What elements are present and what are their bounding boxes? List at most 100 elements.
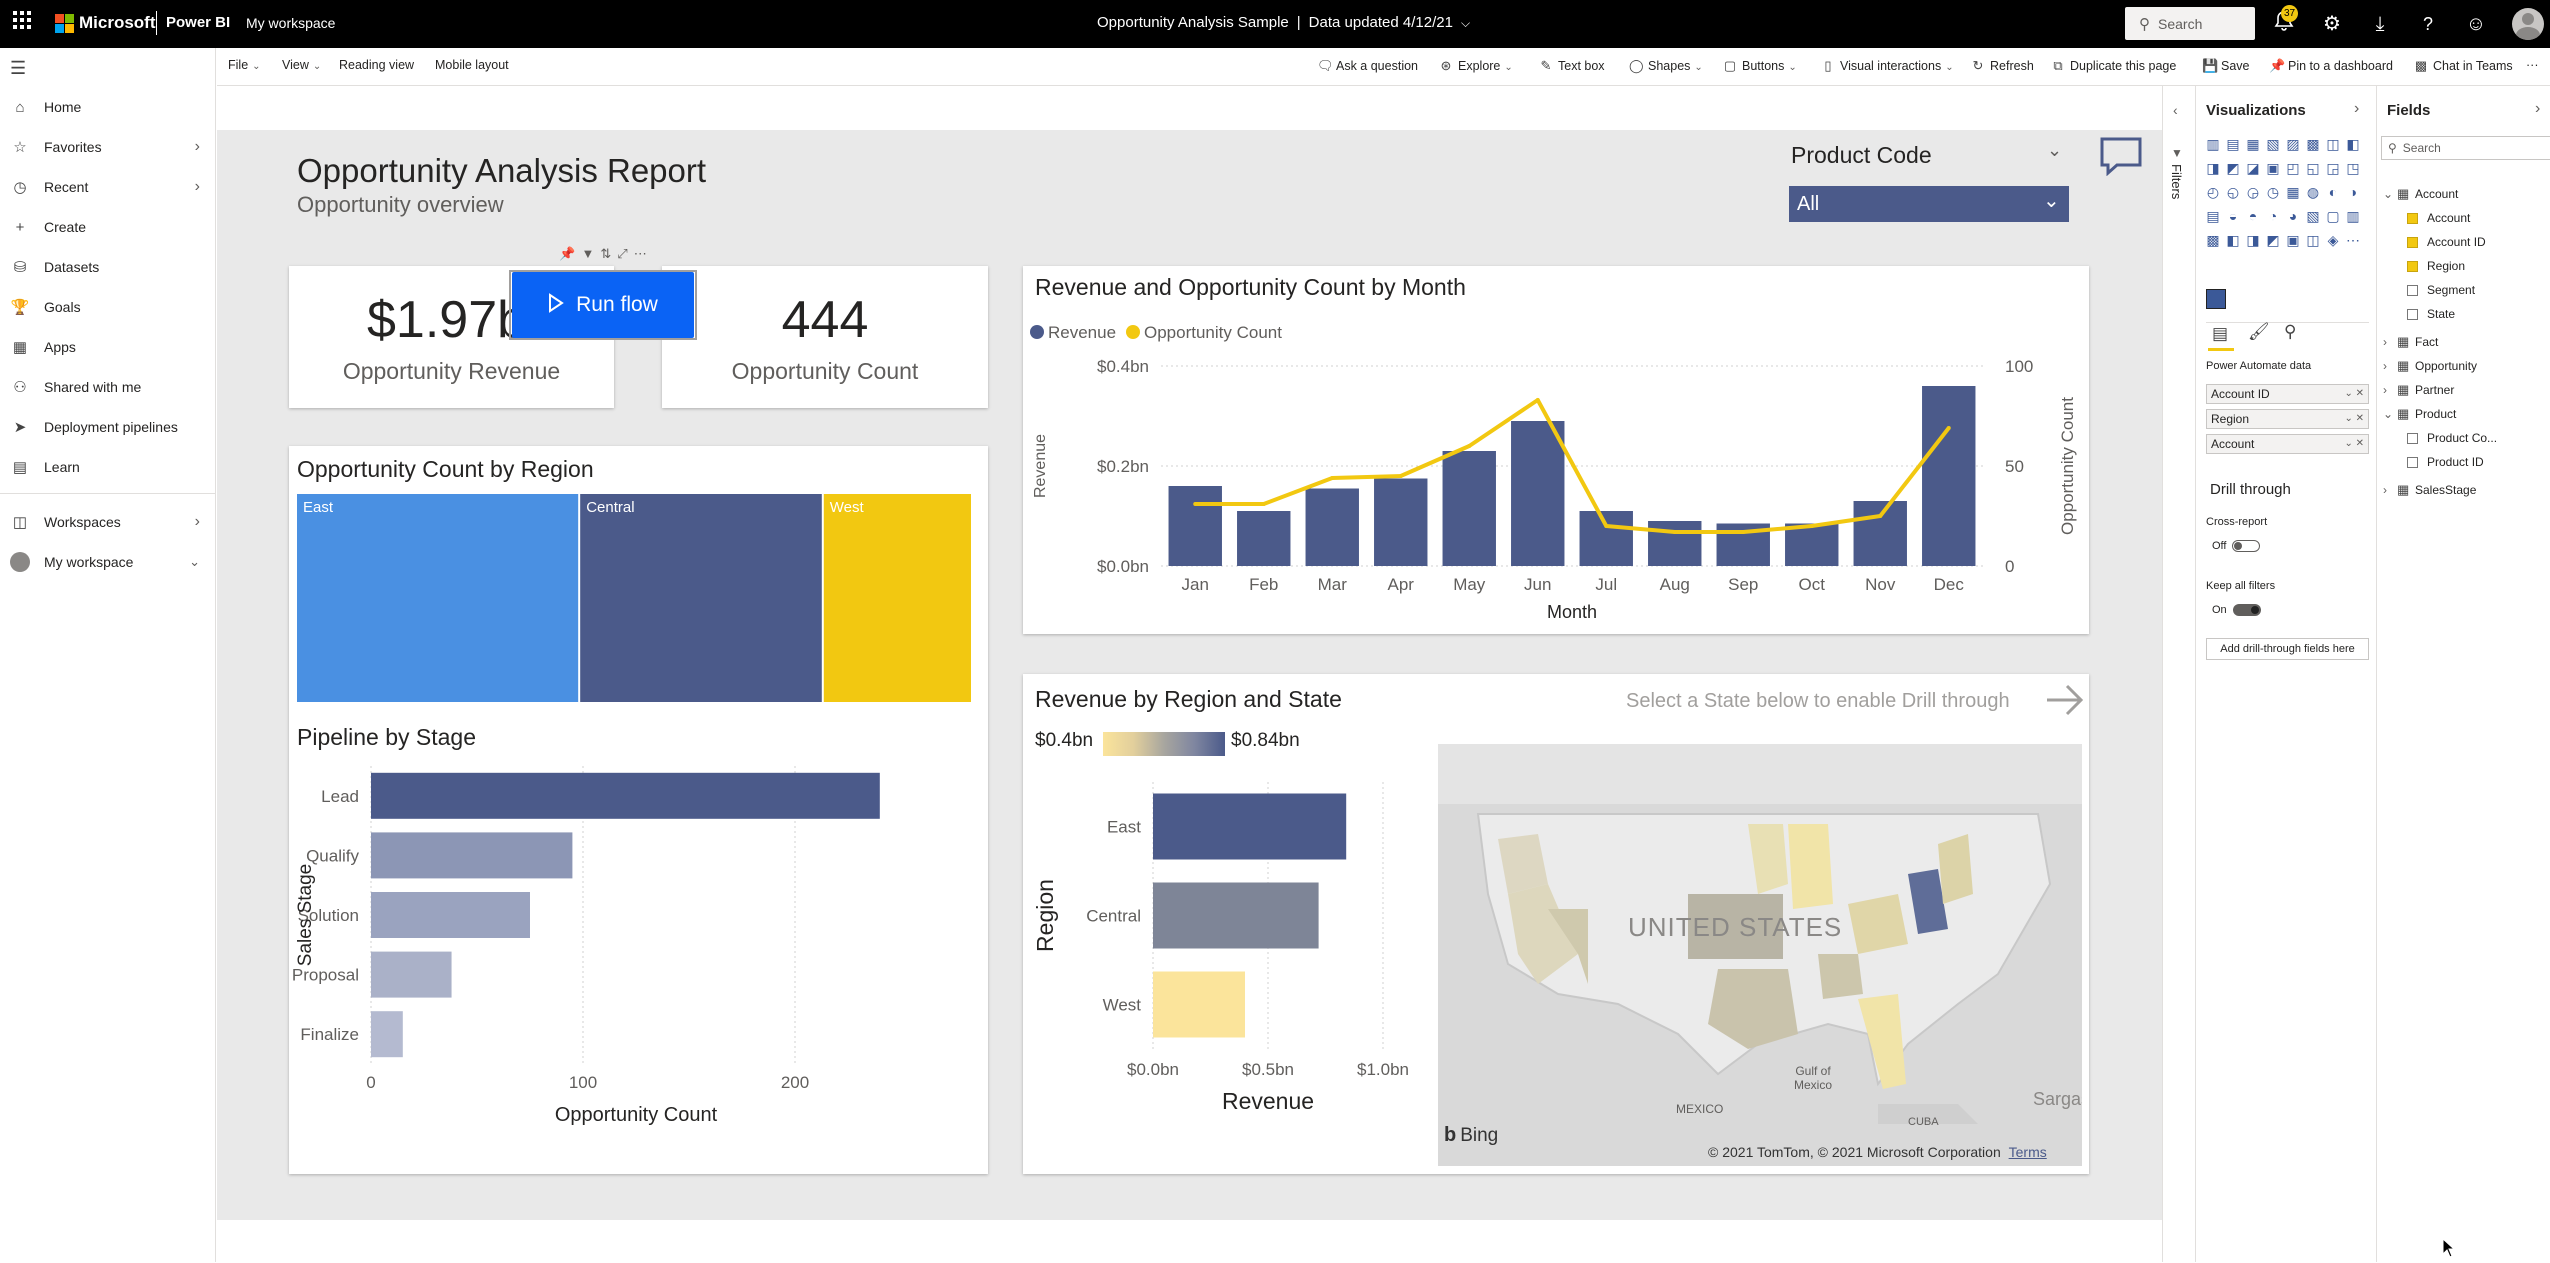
filter-icon[interactable]: ▼: [581, 246, 595, 261]
table-fact[interactable]: › ▦ Fact: [2383, 330, 2438, 354]
table-salesstage[interactable]: › ▦ SalesStage: [2383, 478, 2476, 502]
reading-view-button[interactable]: Reading view: [339, 58, 414, 72]
revenue-by-region-chart[interactable]: $0.0bn $0.5bn $1.0bn East Central West Revenue…: [1023, 762, 1453, 1172]
nav-shared[interactable]: ⚇ Shared with me: [0, 367, 216, 407]
nav-recent[interactable]: ◷ Recent ›: [0, 167, 216, 207]
focus-mode-icon[interactable]: ⤢: [617, 246, 628, 261]
nav-apps[interactable]: ▦ Apps: [0, 327, 216, 367]
more-options-icon[interactable]: ⋯: [633, 246, 647, 261]
table-partner[interactable]: › ▦ Partner: [2383, 378, 2454, 402]
visual-type-icon[interactable]: ◨: [2206, 160, 2220, 176]
field-region[interactable]: Region: [2407, 254, 2465, 278]
visual-type-icon[interactable]: ◍: [2306, 184, 2320, 200]
format-paint-roller-icon[interactable]: 🖌: [2248, 322, 2270, 341]
visual-type-icon[interactable]: ◧: [2226, 232, 2240, 248]
nav-datasets[interactable]: ⛁ Datasets: [0, 247, 216, 287]
opportunity-count-point[interactable]: [1193, 502, 1198, 506]
pipeline-bar-proposal[interactable]: [371, 951, 452, 998]
visual-type-icon[interactable]: ⋯: [2346, 232, 2360, 248]
help-icon[interactable]: ?: [2422, 14, 2433, 34]
revenue-bar-apr[interactable]: [1374, 478, 1428, 567]
revenue-bar-jun[interactable]: [1511, 421, 1565, 566]
pipeline-chart[interactable]: 0 100 200 Lead Qualify Solution Proposal Finali…: [289, 756, 988, 1166]
visual-type-icon[interactable]: ◐: [2328, 184, 2338, 200]
pipeline-bar-qualify[interactable]: [371, 832, 573, 879]
nav-workspaces[interactable]: ◫ Workspaces ›: [0, 502, 216, 542]
region-revenue-bar-west[interactable]: [1153, 971, 1245, 1038]
field-product-id[interactable]: Product ID: [2407, 450, 2484, 474]
save-button[interactable]: 💾 Save: [2202, 58, 2250, 74]
region-revenue-bar-central[interactable]: [1153, 882, 1319, 949]
field-well-account[interactable]: Account ⌄ ✕: [2206, 434, 2369, 454]
text-box-button[interactable]: ✎ Text box: [1539, 58, 1605, 74]
revenue-bar-jan[interactable]: [1168, 486, 1222, 566]
table-product[interactable]: ⌄ ▦ Product: [2383, 402, 2456, 426]
visual-type-icon[interactable]: ◔: [2268, 208, 2278, 224]
opportunity-count-point[interactable]: [1535, 398, 1540, 402]
opportunity-count-point[interactable]: [1741, 530, 1746, 534]
table-account[interactable]: ⌄ ▦ Account: [2383, 182, 2458, 206]
nav-create[interactable]: + Create: [0, 207, 216, 247]
fields-search-input[interactable]: ⚲ Search: [2381, 136, 2550, 160]
opportunity-count-point[interactable]: [1398, 474, 1403, 478]
visual-type-icon[interactable]: ◧: [2346, 136, 2360, 152]
chevron-down-icon[interactable]: ⌄: [2047, 140, 2063, 160]
legend-marker-opportunity-count[interactable]: [1126, 325, 1140, 339]
report-title-menu[interactable]: Opportunity Analysis Sample | Data updat…: [1097, 14, 1470, 31]
cross-report-toggle[interactable]: Off: [2212, 540, 2261, 552]
product-name[interactable]: Power BI: [166, 14, 231, 31]
pipeline-bar-solution[interactable]: [371, 892, 530, 938]
filters-pane[interactable]: ‹ ▼ Filters: [2162, 86, 2195, 1262]
kpi-card-count[interactable]: 444 Opportunity Count: [662, 266, 988, 408]
visual-interactions-button[interactable]: ▯ Visual interactions ⌄: [1821, 58, 1953, 74]
revenue-bar-nov[interactable]: [1853, 501, 1907, 566]
drill-icon[interactable]: ⇅: [600, 246, 612, 261]
visual-type-icon[interactable]: ◫: [2326, 136, 2340, 152]
visual-type-icon[interactable]: ◫: [2306, 232, 2320, 248]
revenue-bar-feb[interactable]: [1237, 511, 1291, 566]
chevron-right-icon[interactable]: ›: [2354, 100, 2360, 117]
visual-type-icon[interactable]: ▨: [2286, 136, 2300, 152]
opportunity-count-point[interactable]: [1946, 426, 1951, 430]
pin-dashboard-button[interactable]: 📌 Pin to a dashboard: [2269, 58, 2393, 74]
visual-type-icon[interactable]: ◑: [2348, 184, 2358, 200]
arrow-right-icon[interactable]: [2043, 678, 2087, 727]
visual-type-icon[interactable]: ▧: [2306, 208, 2320, 224]
run-flow-button[interactable]: Run flow: [512, 272, 694, 338]
nav-favorites[interactable]: ☆ Favorites ›: [0, 127, 216, 167]
visual-type-icon[interactable]: ◲: [2326, 160, 2340, 176]
settings-gear-icon[interactable]: ⚙: [2323, 13, 2341, 35]
pipeline-bar-lead[interactable]: [371, 772, 880, 819]
nav-goals[interactable]: 🏆 Goals: [0, 287, 216, 327]
field-account[interactable]: Account: [2407, 206, 2470, 230]
keep-filters-toggle[interactable]: On: [2212, 604, 2261, 616]
terms-link[interactable]: Terms: [2008, 1144, 2047, 1160]
chevron-left-icon[interactable]: ‹: [2173, 102, 2178, 118]
revenue-bar-oct[interactable]: [1785, 523, 1839, 567]
treemap-tile-west[interactable]: [823, 494, 971, 702]
shapes-button[interactable]: ◯ Shapes ⌄: [1629, 58, 1703, 74]
checkbox-icon[interactable]: [2407, 432, 2418, 444]
visual-type-icon[interactable]: ◴: [2206, 184, 2220, 200]
visual-type-icon[interactable]: ◶: [2246, 184, 2260, 200]
field-well-region[interactable]: Region ⌄ ✕: [2206, 409, 2369, 429]
pin-visual-icon[interactable]: 📌: [559, 246, 576, 261]
filters-label[interactable]: Filters: [2169, 164, 2184, 200]
field-state[interactable]: State: [2407, 302, 2455, 326]
table-opportunity[interactable]: › ▦ Opportunity: [2383, 354, 2477, 378]
visual-type-icon[interactable]: ▤: [2206, 208, 2220, 224]
visual-type-icon[interactable]: ◒: [2228, 208, 2238, 224]
opportunity-count-point[interactable]: [1672, 530, 1677, 534]
nav-my-workspace[interactable]: My workspace ⌄: [0, 542, 216, 582]
combo-chart[interactable]: Revenue Opportunity Count $0.0bn $0.2bn $0.4…: [1023, 306, 2089, 632]
visual-type-icon[interactable]: ◵: [2226, 184, 2240, 200]
visual-type-icon[interactable]: ▥: [2346, 208, 2360, 224]
download-icon[interactable]: ⤓: [2375, 13, 2385, 35]
visual-type-icon[interactable]: ▦: [2286, 184, 2300, 200]
visual-type-icon[interactable]: ▣: [2286, 232, 2300, 248]
checkbox-checked-icon[interactable]: [2407, 212, 2418, 224]
workspace-breadcrumb[interactable]: My workspace: [246, 15, 336, 31]
opportunity-count-point[interactable]: [1261, 502, 1266, 506]
user-avatar[interactable]: [2512, 8, 2544, 40]
refresh-button[interactable]: ↻ Refresh: [1971, 58, 2034, 74]
